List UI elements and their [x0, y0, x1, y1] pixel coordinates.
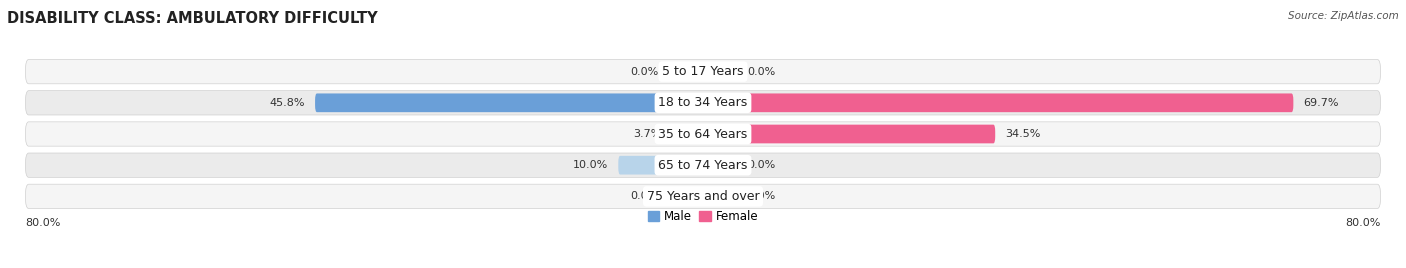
Text: DISABILITY CLASS: AMBULATORY DIFFICULTY: DISABILITY CLASS: AMBULATORY DIFFICULTY [7, 11, 378, 26]
FancyBboxPatch shape [669, 62, 703, 81]
Text: 5 to 17 Years: 5 to 17 Years [662, 65, 744, 78]
Text: 75 Years and over: 75 Years and over [647, 190, 759, 203]
Text: 0.0%: 0.0% [747, 67, 775, 77]
FancyBboxPatch shape [703, 62, 737, 81]
FancyBboxPatch shape [703, 187, 737, 206]
Text: 35 to 64 Years: 35 to 64 Years [658, 128, 748, 140]
Text: Source: ZipAtlas.com: Source: ZipAtlas.com [1288, 11, 1399, 21]
Text: 69.7%: 69.7% [1303, 98, 1339, 108]
FancyBboxPatch shape [619, 156, 703, 174]
Text: 0.0%: 0.0% [747, 160, 775, 170]
Text: 65 to 74 Years: 65 to 74 Years [658, 159, 748, 172]
Text: 3.7%: 3.7% [633, 129, 661, 139]
FancyBboxPatch shape [25, 122, 1381, 146]
FancyBboxPatch shape [25, 153, 1381, 177]
FancyBboxPatch shape [25, 59, 1381, 84]
FancyBboxPatch shape [672, 125, 703, 143]
Text: 0.0%: 0.0% [631, 191, 659, 201]
Text: 34.5%: 34.5% [1005, 129, 1040, 139]
FancyBboxPatch shape [25, 184, 1381, 209]
FancyBboxPatch shape [703, 156, 737, 174]
Text: 80.0%: 80.0% [25, 218, 60, 228]
Text: 45.8%: 45.8% [270, 98, 305, 108]
FancyBboxPatch shape [703, 125, 995, 143]
Text: 0.0%: 0.0% [747, 191, 775, 201]
FancyBboxPatch shape [25, 91, 1381, 115]
FancyBboxPatch shape [703, 94, 1294, 112]
Text: 80.0%: 80.0% [1346, 218, 1381, 228]
Text: 10.0%: 10.0% [572, 160, 609, 170]
Text: 0.0%: 0.0% [631, 67, 659, 77]
Legend: Male, Female: Male, Female [643, 205, 763, 228]
FancyBboxPatch shape [315, 94, 703, 112]
FancyBboxPatch shape [669, 187, 703, 206]
Text: 18 to 34 Years: 18 to 34 Years [658, 96, 748, 109]
